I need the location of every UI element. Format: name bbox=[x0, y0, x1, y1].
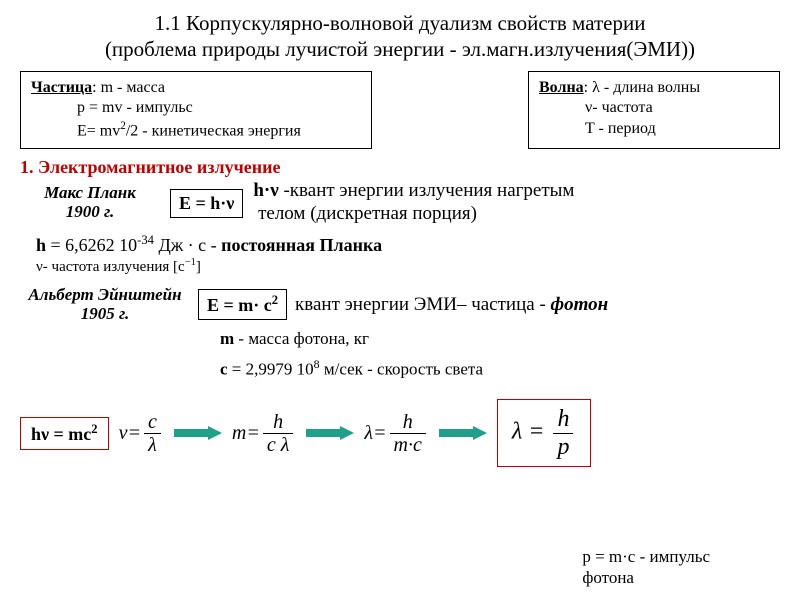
c-line: c = 2,9979 108 м/сек - скорость света bbox=[220, 354, 780, 385]
particle-box: Частица: m - масса p = mv - импульс E= m… bbox=[20, 71, 372, 150]
lam-bot: m·c bbox=[390, 434, 426, 456]
wave-l1: : λ - длина волны bbox=[584, 79, 700, 96]
mass-rest: - масса фотона, кг bbox=[234, 329, 369, 348]
title-line1: 1.1 Корпускулярно-волновой дуализм свойс… bbox=[155, 11, 646, 35]
m-bot: c λ bbox=[263, 434, 294, 456]
particle-l2: p = mv - импульс bbox=[77, 99, 193, 116]
m-lhs: m bbox=[232, 422, 246, 445]
wave-box: Волна: λ - длина волны ν- частота T - пе… bbox=[528, 71, 780, 150]
planck-desc-bold: h·ν bbox=[253, 180, 283, 201]
einstein-desc: квант энергии ЭМИ– частица - фотон bbox=[295, 294, 608, 316]
final-bot: p bbox=[553, 434, 573, 460]
m-equation: m = hc λ bbox=[232, 411, 297, 456]
foot-l2: фотона bbox=[582, 568, 634, 587]
hv-formula: hν = mc2 bbox=[20, 417, 109, 450]
planck-desc2: телом (дискретная порция) bbox=[258, 203, 477, 224]
wave-heading: Волна bbox=[539, 79, 584, 96]
c-mid: = 2,9979 10 bbox=[228, 360, 314, 379]
nu-lhs: ν bbox=[119, 422, 128, 445]
h-suffix: постоянная Планка bbox=[221, 235, 382, 255]
eq2: = bbox=[246, 422, 260, 445]
mass-line: m - масса фотона, кг bbox=[220, 324, 780, 355]
einstein-formula-sup: 2 bbox=[272, 293, 278, 307]
final-top: h bbox=[553, 406, 573, 433]
einstein-name2: 1905 г. bbox=[81, 304, 130, 323]
c-b: c bbox=[220, 360, 228, 379]
hv-sup: 2 bbox=[91, 422, 97, 436]
nu-bot: λ bbox=[144, 434, 161, 456]
einstein-formula-pre: E = m· c bbox=[207, 295, 272, 315]
h-mid2: Дж · с - bbox=[154, 235, 221, 255]
particle-l3b: /2 - кинетическая энергия bbox=[126, 122, 301, 139]
einstein-desc-em: фотон bbox=[551, 294, 609, 315]
planck-name: Макс Планк 1900 г. bbox=[20, 184, 160, 221]
einstein-desc-pre: квант энергии ЭМИ– частица - bbox=[295, 294, 550, 315]
einstein-name1: Альберт Эйнштейн bbox=[28, 285, 181, 304]
foot-l1: p = m·c - импульс bbox=[582, 547, 710, 566]
freq-sup: −1 bbox=[185, 257, 196, 268]
definitions-row: Частица: m - масса p = mv - импульс E= m… bbox=[20, 71, 780, 150]
photon-params: m - масса фотона, кг c = 2,9979 108 м/се… bbox=[220, 324, 780, 386]
planck-desc1: -квант энергии излучения нагретым bbox=[283, 180, 574, 201]
planck-row: Макс Планк 1900 г. E = h·ν h·ν -квант эн… bbox=[20, 180, 780, 226]
einstein-name: Альберт Эйнштейн 1905 г. bbox=[20, 286, 190, 323]
einstein-row: Альберт Эйнштейн 1905 г. E = m· c2 квант… bbox=[20, 286, 780, 323]
h-sup: -34 bbox=[137, 233, 154, 247]
h-prefix: h bbox=[36, 235, 46, 255]
derivation-chain: hν = mc2 ν = cλ m = hc λ λ = hm·c λ = hp bbox=[20, 399, 780, 467]
einstein-formula: E = m· c2 bbox=[198, 289, 287, 320]
lam-top: h bbox=[390, 411, 426, 434]
nu-top: c bbox=[144, 411, 161, 434]
particle-heading: Частица bbox=[31, 79, 92, 96]
hv-pre: hν = mc bbox=[31, 424, 91, 444]
eq1: = bbox=[127, 422, 141, 445]
section-1-heading: 1. Электромагнитное излучение bbox=[20, 157, 780, 178]
freq-before: ν- частота излучения [c bbox=[36, 259, 185, 275]
frequency-note: ν- частота излучения [c−1] bbox=[36, 257, 780, 276]
planck-desc: h·ν -квант энергии излучения нагретым те… bbox=[253, 180, 574, 226]
nu-equation: ν = cλ bbox=[119, 411, 164, 456]
final-lhs: λ bbox=[512, 419, 522, 445]
particle-l1: : m - масса bbox=[92, 79, 165, 96]
wave-l3: T - период bbox=[585, 120, 656, 137]
particle-l3a: E= mv bbox=[77, 122, 120, 139]
photon-momentum: p = m·c - импульс фотона bbox=[582, 547, 710, 588]
eq4: = bbox=[522, 419, 550, 445]
lambda-equation: λ = hm·c bbox=[364, 411, 429, 456]
planck-constant: h = 6,6262 10-34 Дж · с - постоянная Пла… bbox=[36, 232, 780, 257]
lam-lhs: λ bbox=[364, 422, 373, 445]
freq-after: ] bbox=[196, 259, 201, 275]
title-line2: (проблема природы лучистой энергии - эл.… bbox=[105, 37, 695, 61]
planck-name2: 1900 г. bbox=[66, 202, 115, 221]
planck-formula: E = h·ν bbox=[170, 189, 243, 218]
eq3: = bbox=[373, 422, 387, 445]
planck-name1: Макс Планк bbox=[44, 183, 136, 202]
slide-title: 1.1 Корпускулярно-волновой дуализм свойс… bbox=[20, 10, 780, 63]
m-top: h bbox=[263, 411, 294, 434]
arrow-icon bbox=[439, 426, 487, 440]
mass-b: m bbox=[220, 329, 234, 348]
c-rest: м/сек - скорость света bbox=[320, 360, 484, 379]
arrow-icon bbox=[174, 426, 222, 440]
final-formula: λ = hp bbox=[497, 399, 592, 467]
wave-l2: ν- частота bbox=[585, 99, 653, 116]
h-mid1: = 6,6262 10 bbox=[46, 235, 137, 255]
arrow-icon bbox=[306, 426, 354, 440]
